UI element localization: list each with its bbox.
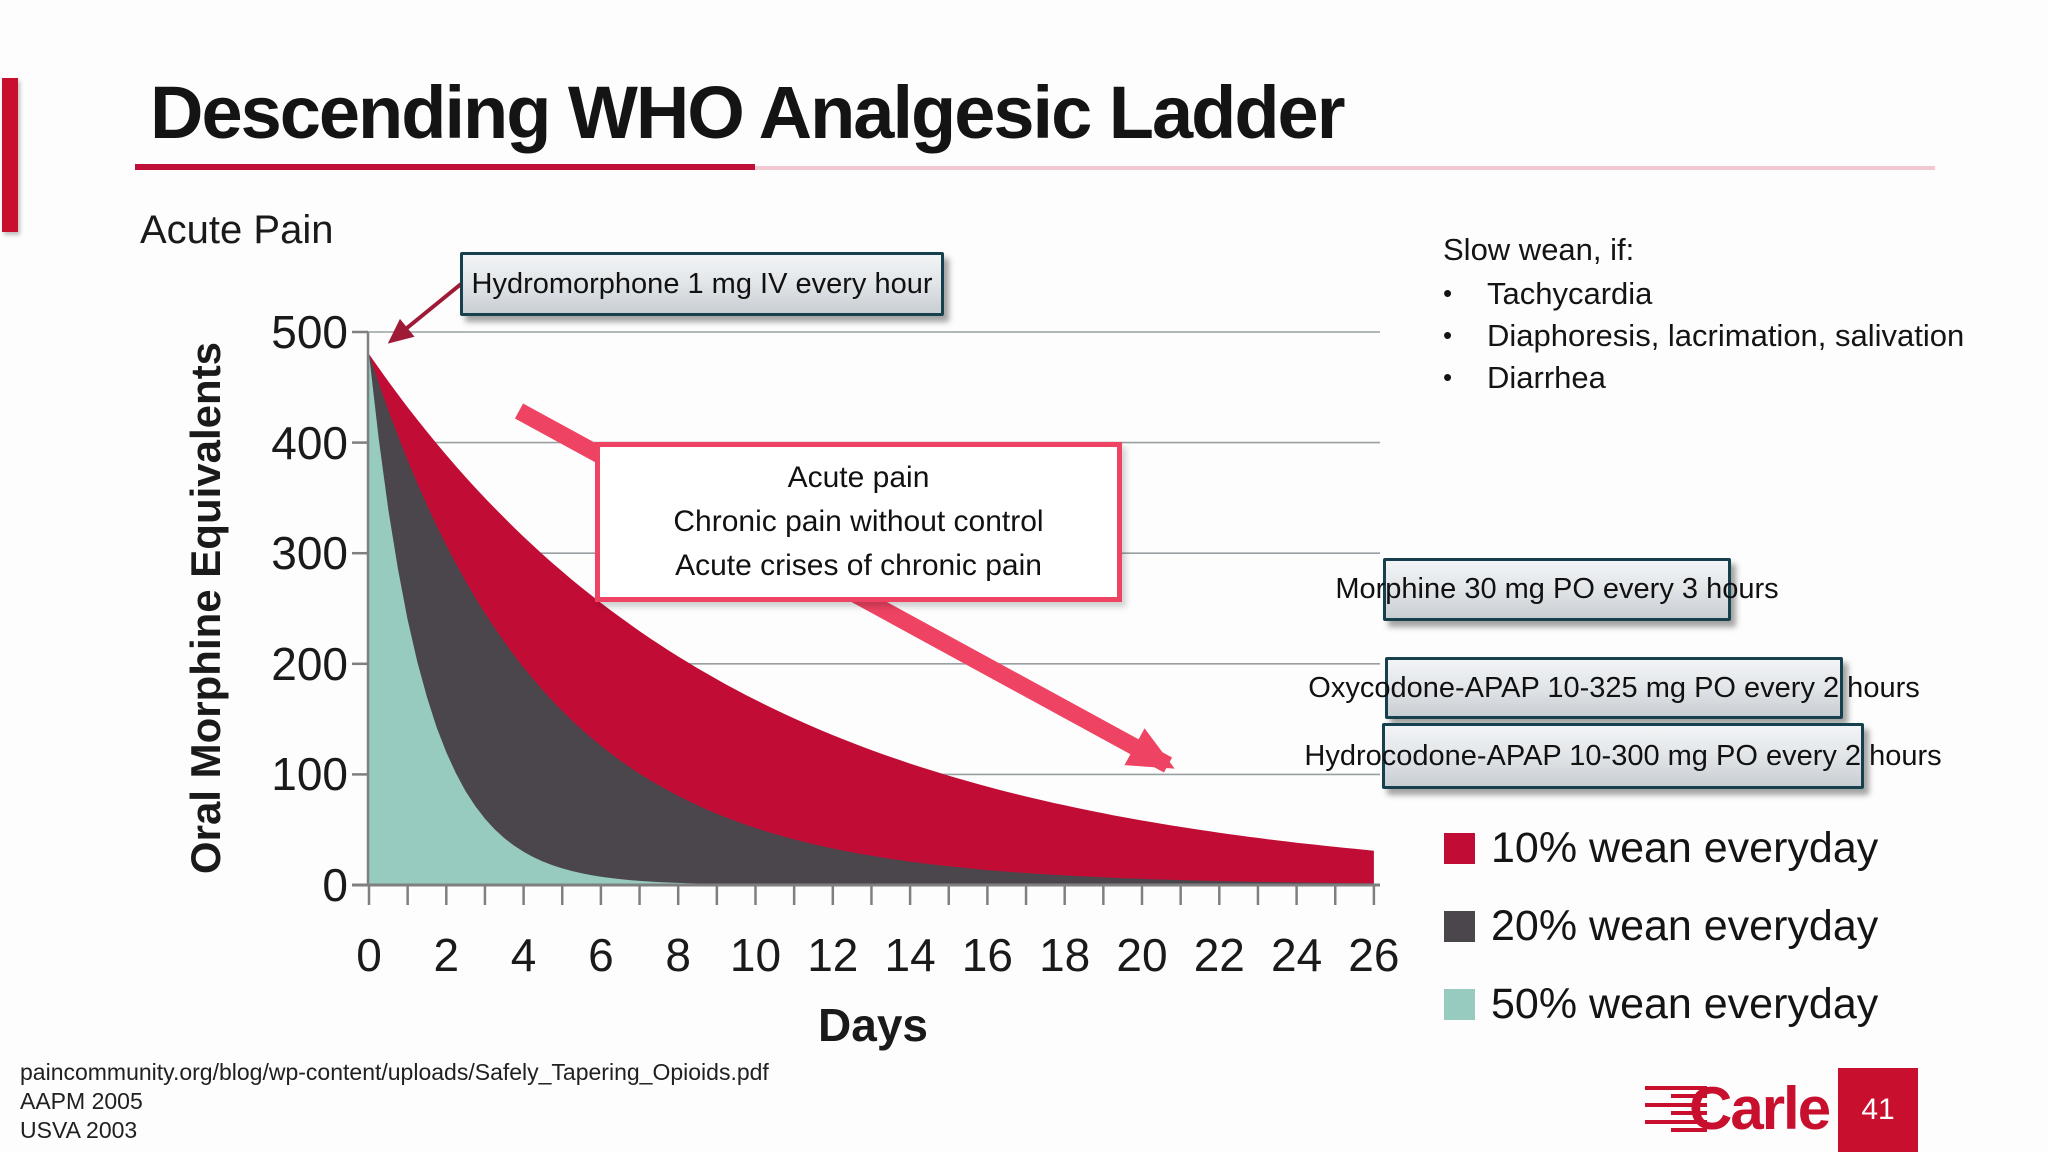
callout-morphine-label: Morphine 30 mg PO every 3 hours — [1335, 573, 1779, 605]
chart-legend: 10% wean everyday 20% wean everyday 50% we… — [1444, 824, 1878, 1029]
indication-line: Acute pain — [787, 461, 930, 494]
carle-logo-text: Carle — [1689, 1075, 1831, 1142]
slow-wean-item-label: Diarrhea — [1487, 360, 1606, 395]
callout-hydromorphone-label: Hydromorphone 1 mg IV every hour — [471, 267, 933, 300]
y-tick-label: 100 — [271, 748, 348, 801]
callout-oxycodone-label: Oxycodone-APAP 10-325 mg PO every 2 hour… — [1308, 671, 1920, 704]
carle-logo: Carle — [1645, 1075, 1831, 1144]
x-tick-label: 0 — [356, 929, 382, 981]
y-tick-label: 500 — [271, 306, 348, 358]
slow-wean-heading: Slow wean, if: — [1443, 232, 1635, 267]
x-tick-label: 4 — [510, 929, 537, 981]
legend-swatch-icon — [1444, 989, 1475, 1020]
x-tick-label: 24 — [1271, 929, 1323, 981]
x-tick-label: 20 — [1116, 929, 1168, 981]
x-tick-label: 6 — [588, 929, 614, 981]
callout-morphine: Morphine 30 mg PO every 3 hours — [1335, 558, 1779, 621]
x-tick-label: 14 — [884, 929, 936, 981]
slow-wean-item: • Diarrhea — [1443, 360, 2023, 396]
page-title: Descending WHO Analgesic Ladder — [150, 70, 1346, 154]
x-tick-label: 16 — [961, 929, 1013, 981]
slow-wean-item: • Tachycardia — [1443, 276, 2023, 312]
legend-swatch-icon — [1444, 833, 1475, 864]
slow-wean-item-label: Diaphoresis, lacrimation, salivation — [1487, 318, 1965, 353]
y-tick-label: 0 — [322, 859, 348, 911]
slow-wean-block: Slow wean, if: • Tachycardia • Diaphoresis,… — [1443, 232, 2023, 402]
citations: paincommunity.org/blog/wp-content/upload… — [20, 1058, 769, 1145]
citation-line: paincommunity.org/blog/wp-content/upload… — [20, 1059, 769, 1085]
y-tick-label: 400 — [271, 416, 348, 469]
x-tick-label: 26 — [1348, 929, 1400, 981]
slow-wean-list: • Tachycardia • Diaphoresis, lacrimation, s… — [1443, 276, 2023, 396]
slide-number: 41 — [1861, 1093, 1895, 1126]
legend-label: 10% wean everyday — [1491, 824, 1879, 872]
left-accent-bar — [2, 78, 18, 232]
x-tick-label: 22 — [1193, 929, 1245, 981]
y-tick-label: 300 — [271, 527, 348, 580]
title-underline-light — [755, 166, 1935, 170]
x-axis-title: Days — [818, 999, 928, 1051]
bullet-icon: • — [1443, 278, 1453, 308]
indication-line: Chronic pain without control — [673, 505, 1044, 538]
callout-hydrocodone-label: Hydrocodone-APAP 10-300 mg PO every 2 ho… — [1304, 739, 1942, 772]
legend-label: 20% wean everyday — [1491, 902, 1879, 950]
callout-oxycodone: Oxycodone-APAP 10-325 mg PO every 2 hour… — [1308, 657, 1920, 719]
slide-number-badge: 41 — [1838, 1068, 1918, 1152]
carle-speedlines-icon — [1645, 1086, 1707, 1132]
legend-swatch-icon — [1444, 911, 1475, 942]
citation-line: USVA 2003 — [20, 1117, 138, 1143]
bullet-icon: • — [1443, 320, 1453, 350]
title-underline-dark — [135, 164, 755, 170]
callout-hydrocodone: Hydrocodone-APAP 10-300 mg PO every 2 ho… — [1304, 723, 1942, 789]
x-tick-label: 8 — [665, 929, 691, 981]
callout-hydromorphone: Hydromorphone 1 mg IV every hour — [460, 252, 944, 316]
x-tick-label: 10 — [729, 929, 782, 981]
citation-line: AAPM 2005 — [20, 1088, 143, 1114]
legend-row: 10% wean everyday — [1444, 824, 1878, 873]
x-tick-label: 2 — [433, 929, 460, 981]
indication-line: Acute crises of chronic pain — [675, 549, 1042, 582]
x-tick-label: 12 — [807, 929, 859, 981]
x-tick-label: 18 — [1039, 929, 1091, 981]
indication-box: Acute pain Chronic pain without control Ac… — [595, 442, 1122, 602]
y-tick-label: 200 — [271, 637, 348, 690]
legend-row: 50% wean everyday — [1444, 980, 1878, 1029]
legend-label: 50% wean everyday — [1491, 980, 1879, 1028]
legend-row: 20% wean everyday — [1444, 902, 1878, 951]
section-label: Acute Pain — [140, 208, 334, 252]
slow-wean-item-label: Tachycardia — [1487, 276, 1653, 311]
bullet-icon: • — [1443, 362, 1453, 392]
slow-wean-item: • Diaphoresis, lacrimation, salivation — [1443, 318, 2023, 354]
